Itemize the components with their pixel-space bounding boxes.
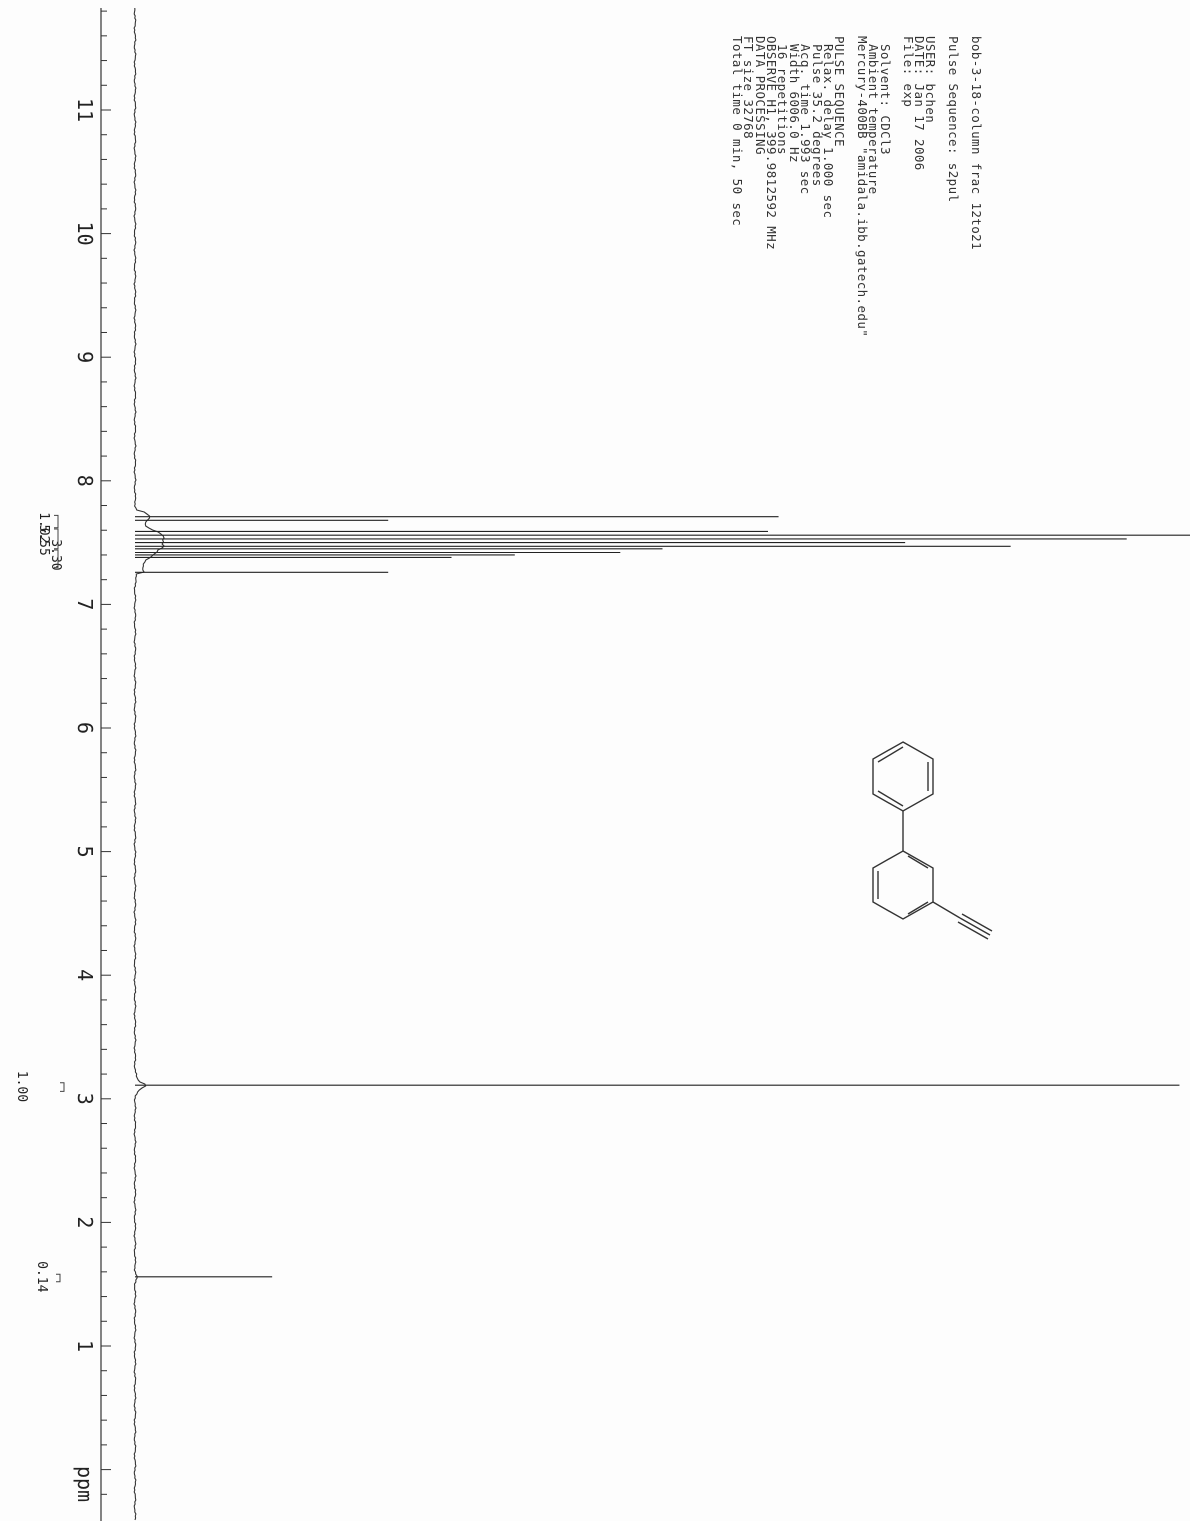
axis-tick-label: 7 [73, 598, 97, 610]
integral-bracket [56, 1273, 61, 1283]
phenyl-ring-bottom-double-bond-3 [907, 901, 929, 915]
integral-bracket [54, 549, 59, 568]
phenyl-ring-bottom-double-bond-1 [907, 855, 929, 869]
axis-tick-label: 1 [73, 1340, 97, 1352]
file-field: File: exp [900, 36, 916, 108]
axis-tick-label: 2 [73, 1216, 97, 1228]
axis-tick-label: 10 [73, 222, 97, 246]
axis-tick-label: 11 [73, 98, 97, 122]
spectrum-trace [133, 7, 165, 1521]
axis-tick-label: 9 [73, 351, 97, 363]
integral-bracket [54, 528, 59, 550]
phenyl-ring-bottom [872, 850, 934, 920]
axis-unit-label: ppm [73, 1466, 97, 1502]
solvent-field: Solvent: CDCl3 [877, 44, 893, 155]
ppm-axis: 11 10 9 8 7 6 5 4 3 2 1 ppm [73, 8, 111, 1521]
phenyl-ring-top-double-bond-3 [877, 790, 904, 807]
molecule-structure-drawing [872, 741, 993, 940]
integral-bracket [54, 514, 59, 529]
axis-tick-label: 5 [73, 846, 97, 858]
integral-value: 5.55 [36, 524, 51, 555]
peak-lines [135, 516, 1190, 1278]
sample-title: bob-3-18-column frac 12to21 [969, 36, 984, 250]
acquisition-parameters: bob-3-18-column frac 12to21 Pulse Sequen… [729, 36, 984, 338]
instrument-field: Mercury-400BB "amidala.ibb.gatech.edu" [855, 36, 871, 338]
integral-labels: 1.025.553.30 1.00 0.14 [14, 512, 65, 1293]
phenyl-ring-top [872, 741, 934, 812]
alkyne-triple-bond-c [957, 921, 989, 940]
alkyne-triple-bond-a [959, 917, 991, 936]
total-time-field: Total time 0 min, 50 sec [729, 36, 745, 227]
baseline-trace [133, 7, 165, 1521]
axis-tick-label: 8 [73, 475, 97, 487]
axis-tick-label: 4 [73, 969, 97, 981]
alkyne-triple-bond-b [961, 913, 993, 932]
alkyne-bond-stem [932, 901, 961, 919]
integral-bracket [60, 1082, 65, 1092]
integral-value: 0.14 [34, 1261, 49, 1292]
integral-value: 1.00 [14, 1071, 29, 1102]
axis-tick-label: 3 [73, 1093, 97, 1105]
integral-value: 3.30 [48, 539, 63, 570]
integral-value: 1.02 [36, 512, 51, 543]
phenyl-ring-top-double-bonds [877, 746, 904, 763]
pulse-sequence-label: Pulse Sequence: s2pul [946, 36, 962, 203]
axis-tick-label: 6 [73, 722, 97, 734]
